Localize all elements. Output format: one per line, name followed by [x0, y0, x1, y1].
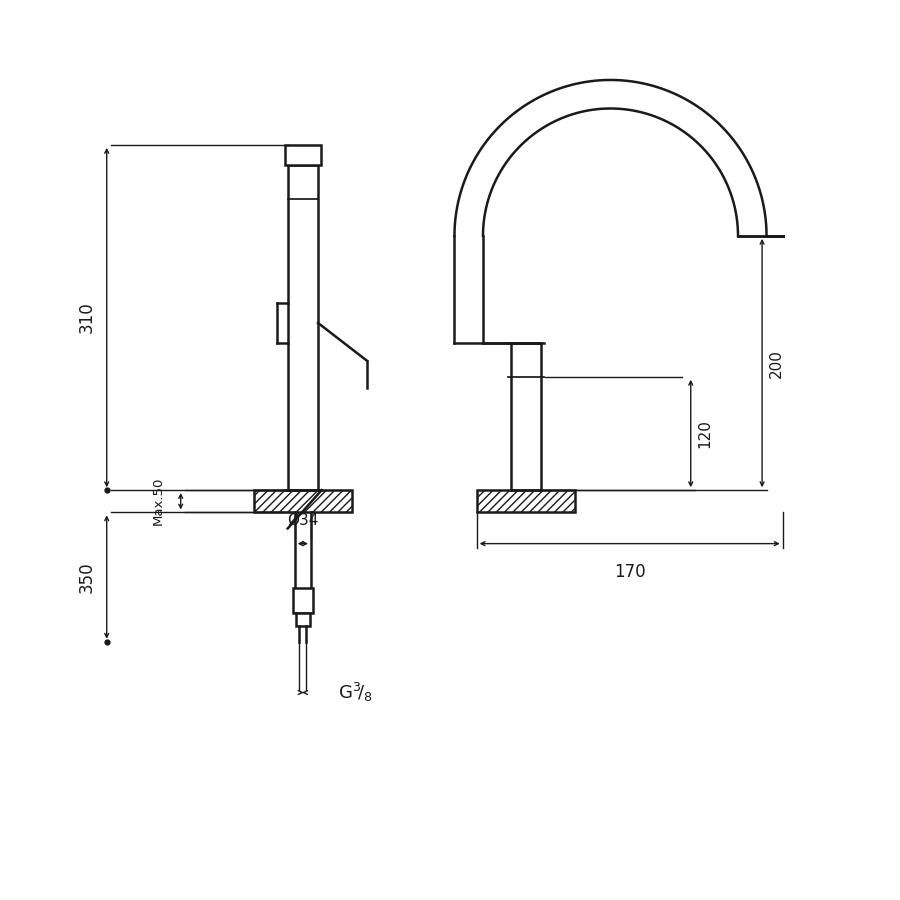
Bar: [296, 613, 310, 626]
Bar: [285, 145, 320, 165]
Bar: [293, 589, 312, 613]
Bar: [477, 491, 575, 512]
Text: 350: 350: [78, 562, 96, 593]
Text: 310: 310: [78, 302, 96, 334]
Text: 170: 170: [614, 563, 645, 581]
Text: G$^3\!/_8$: G$^3\!/_8$: [338, 681, 373, 704]
Text: 120: 120: [698, 419, 713, 448]
Text: Max.50: Max.50: [152, 477, 165, 526]
Text: Ø34: Ø34: [287, 513, 319, 527]
Bar: [254, 491, 352, 512]
Bar: [288, 165, 318, 490]
Bar: [510, 343, 541, 490]
Bar: [254, 491, 352, 512]
Text: 200: 200: [769, 348, 784, 377]
Bar: [477, 491, 575, 512]
